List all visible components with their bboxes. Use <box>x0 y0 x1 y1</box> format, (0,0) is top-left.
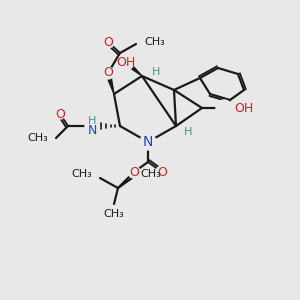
Circle shape <box>85 119 99 133</box>
Circle shape <box>118 54 134 70</box>
Text: H: H <box>88 116 96 126</box>
Text: H: H <box>184 127 192 137</box>
Text: N: N <box>87 124 97 136</box>
Circle shape <box>102 67 114 79</box>
Text: N: N <box>143 135 153 149</box>
Circle shape <box>128 166 140 178</box>
Text: O: O <box>55 107 65 121</box>
Polygon shape <box>124 60 142 76</box>
Text: OH: OH <box>116 56 136 68</box>
Text: CH₃: CH₃ <box>144 37 165 47</box>
Circle shape <box>156 166 168 178</box>
Text: O: O <box>157 166 167 178</box>
Circle shape <box>55 109 65 119</box>
Text: CH₃: CH₃ <box>27 133 48 143</box>
Text: O: O <box>129 166 139 178</box>
Polygon shape <box>106 72 114 94</box>
Circle shape <box>140 134 156 150</box>
Text: O: O <box>103 67 113 80</box>
Text: O: O <box>103 35 113 49</box>
Circle shape <box>216 100 232 116</box>
Text: CH₃: CH₃ <box>71 169 92 179</box>
Text: CH₃: CH₃ <box>140 169 161 179</box>
Text: H: H <box>152 67 160 77</box>
Text: CH₃: CH₃ <box>103 209 124 219</box>
Text: OH: OH <box>234 101 253 115</box>
Circle shape <box>102 36 114 48</box>
